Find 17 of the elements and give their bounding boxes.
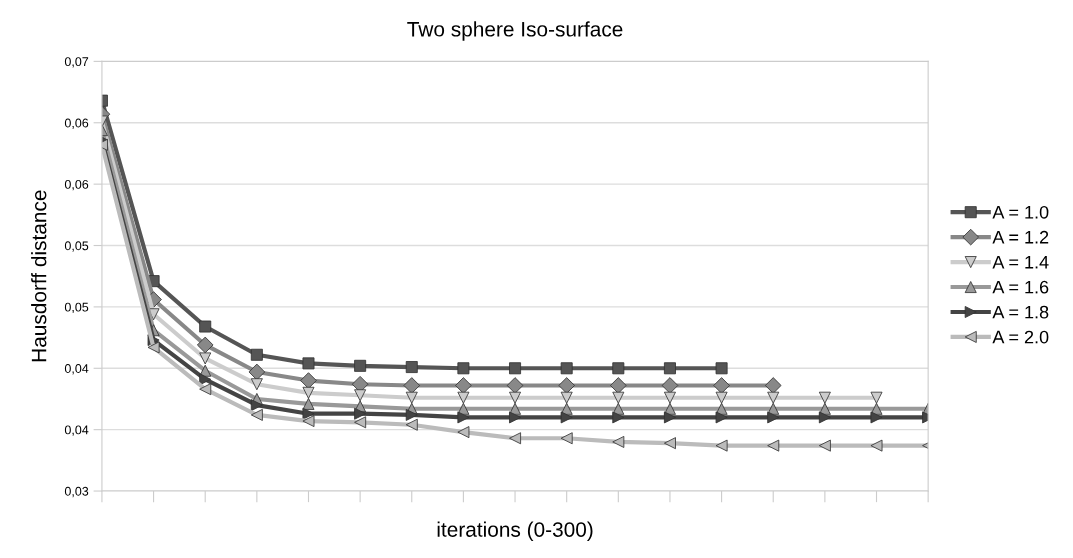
legend-label: A = 1.0	[992, 205, 1049, 219]
y-axis-title: Hausdorff distance	[31, 190, 47, 362]
y-tick-label: 0,04	[64, 364, 89, 375]
y-tick-label: 0,06	[64, 179, 89, 191]
y-tick-label: 0,06	[64, 118, 89, 129]
legend-label: A = 2.0	[992, 330, 1049, 344]
y-tick-label: 0,07	[64, 57, 89, 68]
chart-title: Two sphere Iso-surface	[407, 21, 623, 41]
y-tick-label: 0,05	[64, 241, 89, 252]
legend-label: A = 1.2	[992, 230, 1049, 244]
y-tick-label: 0,04	[64, 425, 89, 436]
legend-label: A = 1.4	[992, 255, 1049, 269]
x-axis-title: iterations (0-300)	[437, 521, 593, 542]
legend-label: A = 1.8	[992, 305, 1049, 319]
y-tick-label: 0,03	[64, 486, 89, 498]
legend-label: A = 1.6	[992, 280, 1049, 294]
y-tick-label: 0,05	[64, 302, 89, 314]
